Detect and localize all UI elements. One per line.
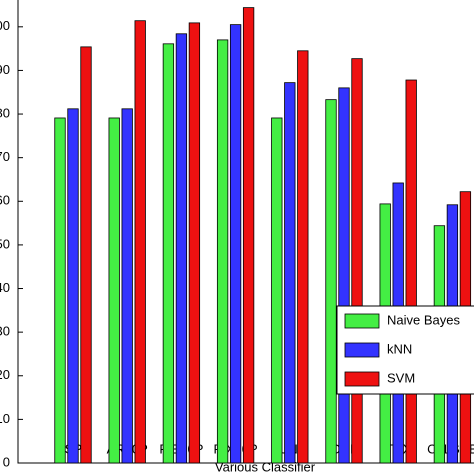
y-tick-label: 90 [0, 62, 10, 77]
bar [121, 108, 133, 464]
y-tick-label: 70 [0, 149, 10, 164]
bar [54, 117, 66, 464]
y-tick-label: 50 [0, 236, 10, 251]
y-tick-label: 60 [0, 193, 10, 208]
bar [134, 20, 146, 464]
bar [80, 46, 92, 464]
y-tick-label: 40 [0, 280, 10, 295]
bar [271, 117, 283, 464]
bar [405, 79, 417, 464]
bar [216, 39, 229, 464]
legend-label: kNN [387, 341, 412, 356]
legend-swatch [344, 342, 380, 358]
bar [108, 117, 120, 464]
bar [67, 108, 79, 464]
bar [338, 87, 350, 464]
bar [162, 43, 175, 464]
bar [284, 82, 296, 464]
bar [351, 58, 363, 464]
legend-swatch [344, 371, 380, 387]
legend-swatch [344, 313, 380, 329]
bar [242, 7, 255, 464]
bar [188, 22, 201, 464]
legend-label: Naive Bayes [387, 312, 460, 327]
y-tick-label: 80 [0, 105, 10, 120]
legend-label: SVM [387, 370, 415, 385]
bar [325, 99, 337, 464]
bar [297, 50, 309, 464]
bar [229, 24, 242, 464]
y-tick-label: 0 [3, 454, 10, 469]
y-tick-label: 100 [0, 18, 10, 33]
y-tick-label: 20 [0, 367, 10, 382]
bar [175, 33, 188, 464]
y-tick-label: 10 [0, 411, 10, 426]
y-tick-label: 30 [0, 324, 10, 339]
